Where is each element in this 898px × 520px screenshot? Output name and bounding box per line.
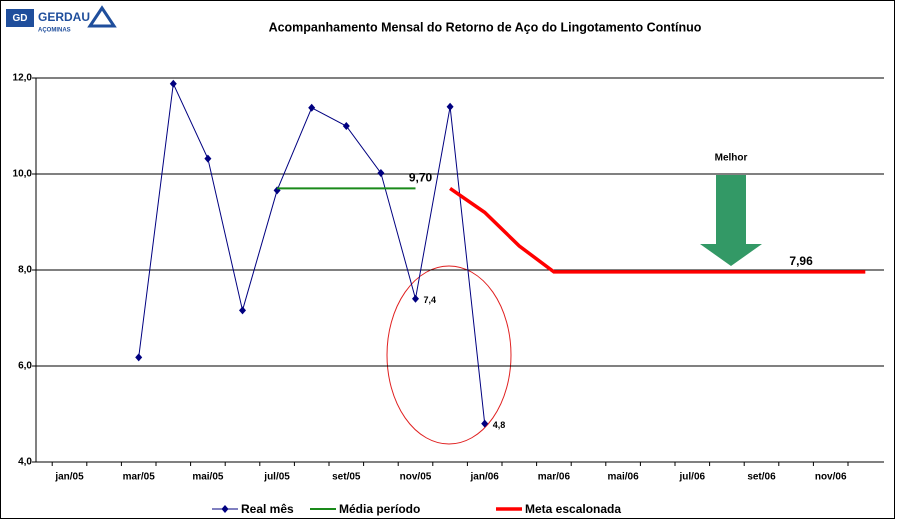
logo-triangle xyxy=(87,5,117,28)
x-tick-label: mar/05 xyxy=(123,472,156,483)
marker xyxy=(377,169,385,178)
marker xyxy=(481,419,489,428)
y-tick-label: 10,0 xyxy=(13,169,33,180)
x-tick-label: jul/05 xyxy=(263,472,290,483)
marker xyxy=(135,353,143,362)
marker xyxy=(239,306,246,315)
x-tick-label: nov/06 xyxy=(815,472,847,483)
marker xyxy=(446,102,454,111)
x-tick-label: jul/06 xyxy=(679,472,706,483)
logo-mark: GD xyxy=(13,13,28,24)
x-tick-label: nov/05 xyxy=(400,472,432,483)
x-tick-label: jan/06 xyxy=(470,472,500,483)
marker xyxy=(308,103,316,112)
marker xyxy=(169,79,177,88)
data-label: 7,96 xyxy=(789,254,813,268)
data-label: 7,4 xyxy=(424,295,437,305)
marker xyxy=(204,154,212,163)
logo-text: GERDAU xyxy=(38,10,90,24)
y-tick-label: 4,0 xyxy=(18,457,32,468)
x-tick-label: jan/05 xyxy=(54,472,84,483)
logo-subtext: AÇOMINAS xyxy=(38,28,71,34)
marker xyxy=(412,294,419,303)
y-tick-label: 8,0 xyxy=(18,265,32,276)
marker xyxy=(342,122,350,130)
logo-box xyxy=(6,9,34,27)
y-tick-label: 6,0 xyxy=(18,361,32,372)
data-label: 9,70 xyxy=(409,171,433,185)
x-tick-label: set/05 xyxy=(332,472,361,483)
series-line xyxy=(449,186,866,274)
legend-marker xyxy=(221,505,229,513)
legend-label: Real mês xyxy=(241,502,294,516)
chart-title: Acompanhamento Mensal do Retorno de Aço … xyxy=(269,20,702,34)
arrow xyxy=(700,175,762,266)
data-label: 4,8 xyxy=(493,420,506,430)
x-tick-label: mai/06 xyxy=(608,472,640,483)
annotation: Melhor xyxy=(715,153,748,164)
legend-label: Média período xyxy=(339,502,420,516)
x-tick-label: set/06 xyxy=(747,472,776,483)
y-tick-label: 12,0 xyxy=(13,73,33,84)
x-tick-label: mar/06 xyxy=(538,472,571,483)
legend-label: Meta escalonada xyxy=(525,502,621,516)
x-tick-label: mai/05 xyxy=(192,472,224,483)
highlight-ellipse xyxy=(386,265,512,445)
